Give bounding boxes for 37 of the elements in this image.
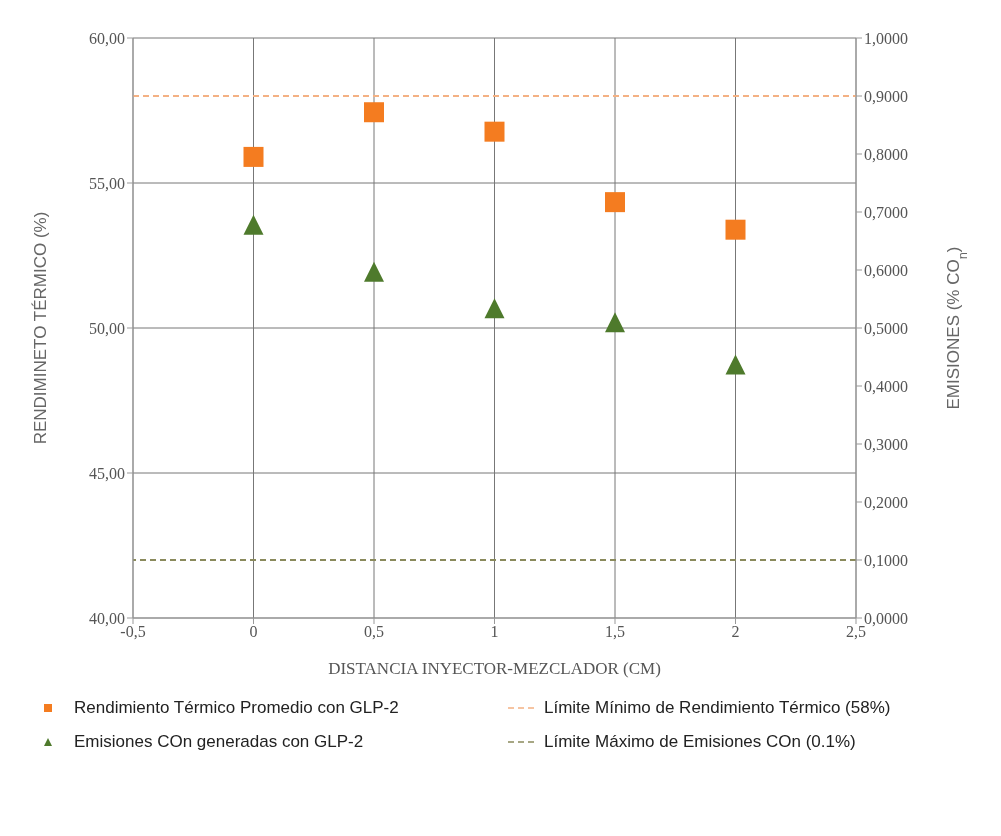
point xyxy=(243,146,264,167)
x-tick-label: 1,5 xyxy=(605,623,625,641)
point xyxy=(484,298,505,319)
legend-label: Límite Máximo de Emisiones COn (0.1%) xyxy=(544,732,856,752)
y-axis-title: RENDIMINETO TÉRMICO (%) xyxy=(31,211,50,445)
y2-tick-label: 0,9000 xyxy=(864,87,908,105)
y2-tick-label: 0,4000 xyxy=(864,377,908,395)
legend-label: Emisiones COn generadas con GLP-2 xyxy=(74,732,364,752)
x-tick-label: 1 xyxy=(490,623,499,641)
y2-tick-label: 0,8000 xyxy=(864,145,908,163)
x-tick-label: 2 xyxy=(731,623,740,641)
point xyxy=(725,354,746,375)
legend-label: Rendimiento Térmico Promedio con GLP-2 xyxy=(74,698,399,718)
x-axis-title: DISTANCIA INYECTOR-MEZCLADOR (CM) xyxy=(328,659,661,678)
y-tick-label: 60,00 xyxy=(89,29,125,47)
y-tick-label: 50,00 xyxy=(89,319,125,337)
y2-tick-label: 0,7000 xyxy=(864,203,908,221)
y-tick-label: 55,00 xyxy=(89,174,125,192)
y2-tick-label: 0,6000 xyxy=(864,261,908,279)
point xyxy=(605,312,625,333)
y2-tick-label: 0,5000 xyxy=(864,319,908,337)
y2-tick-label: 0,1000 xyxy=(864,551,908,569)
y-tick-label: 45,00 xyxy=(89,464,125,482)
point xyxy=(243,214,264,235)
y2-tick-label: 0,2000 xyxy=(864,493,908,511)
point xyxy=(484,121,505,142)
point xyxy=(605,192,625,213)
y2-tick-label: 0,3000 xyxy=(864,435,908,453)
x-tick-label: 2,5 xyxy=(846,623,866,641)
point xyxy=(364,102,384,123)
point xyxy=(364,261,384,282)
y2-tick-label: 0,0000 xyxy=(864,609,908,627)
point xyxy=(725,219,746,240)
y2-tick-label: 1,0000 xyxy=(864,29,908,47)
legend-label: Límite Mínimo de Rendimiento Térmico (58%) xyxy=(544,698,891,718)
x-tick-label: 0 xyxy=(249,623,258,641)
x-tick-label: 0,5 xyxy=(364,623,384,641)
